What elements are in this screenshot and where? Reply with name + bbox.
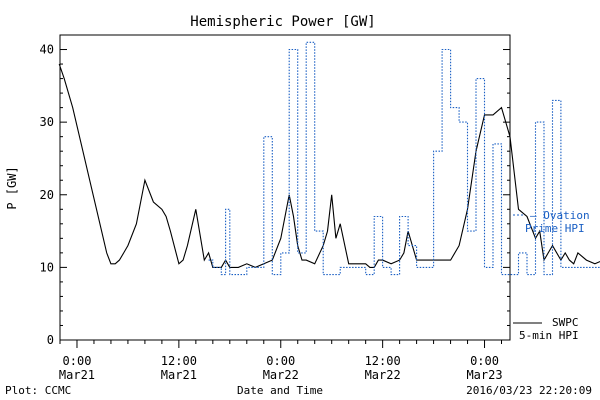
legend-ovation-label-line1: – Ovation [530,209,590,222]
legend-ovation: – Ovation Prime HPI [513,209,590,235]
chart-title: Hemispheric Power [GW] [190,14,375,30]
footer-timestamp: 2016/03/23 22:20:09 [466,384,592,397]
x-tick-time-label: 0:00 [470,354,499,368]
y-axis-label: P [GW] [5,166,19,209]
legend-swpc-label-line2: 5-min HPI [519,329,579,342]
y-tick-label: 0 [47,333,54,347]
y-tick-label: 10 [40,260,54,274]
x-tick-date-label: Mar22 [263,368,299,382]
legend-ovation-label-line2: Prime HPI [525,222,585,235]
x-tick-time-label: 0:00 [63,354,92,368]
legend-swpc-label-line1: SWPC [552,316,579,329]
y-tick-label: 40 [40,43,54,57]
legend-swpc: SWPC 5-min HPI [513,316,579,342]
x-tick-time-label: 0:00 [266,354,295,368]
series-line-swpc [58,63,600,268]
series-layer [58,41,600,276]
x-tick-date-label: Mar23 [466,368,502,382]
y-tick-label: 30 [40,115,54,129]
x-axis-label: Date and Time [237,384,323,397]
plot-area-frame [59,34,511,341]
x-axis: 0:00Mar2112:00Mar210:00Mar2212:00Mar220:… [59,340,503,382]
y-axis: 0 10 20 30 40 [40,43,510,347]
x-tick-time-label: 12:00 [161,354,197,368]
footer-plot-source: Plot: CCMC [5,384,71,397]
x-tick-date-label: Mar21 [59,368,95,382]
x-tick-date-label: Mar21 [161,368,197,382]
x-tick-time-label: 12:00 [365,354,401,368]
x-tick-date-label: Mar22 [365,368,401,382]
series-line-ovation [208,41,600,276]
y-tick-label: 20 [40,188,54,202]
